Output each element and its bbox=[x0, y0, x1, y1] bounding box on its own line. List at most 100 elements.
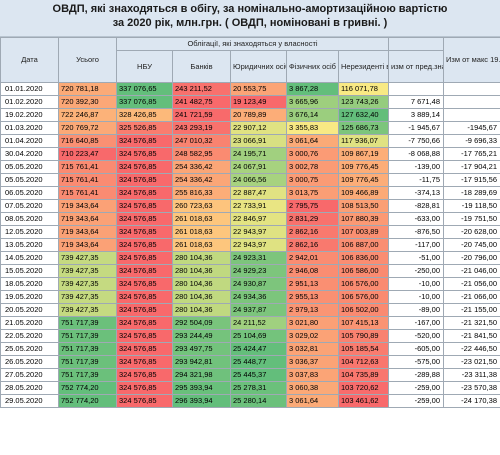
cell-legal: 24 929,23 bbox=[230, 263, 287, 278]
table-row: 01.01.2020 720 781,18 337 076,65 243 211,52… bbox=[0, 81, 500, 96]
cell-individuals: 3 032,81 bbox=[286, 341, 339, 356]
cell-legal: 20 789,89 bbox=[230, 107, 287, 122]
cell-individuals: 3 002,78 bbox=[286, 159, 339, 174]
cell-from-prev: -828,81 bbox=[388, 198, 445, 213]
cell-date: 19.05.2020 bbox=[0, 289, 59, 304]
cell-individuals: 3 021,80 bbox=[286, 315, 339, 330]
cell-nbu: 324 576,85 bbox=[116, 224, 173, 239]
cell-from-max: -21 321,50 bbox=[443, 315, 500, 330]
table-row: 28.05.2020 752 774,20 324 576,85 295 393,94… bbox=[0, 380, 500, 395]
cell-from-prev: -89,00 bbox=[388, 302, 445, 317]
cell-total: 720 781,18 bbox=[58, 81, 117, 96]
table-row: 25.05.2020 751 717,39 324 576,85 293 497,75… bbox=[0, 341, 500, 356]
cell-from-max bbox=[443, 94, 500, 109]
cell-banks: 260 723,63 bbox=[172, 198, 231, 213]
cell-individuals: 2 951,13 bbox=[286, 276, 339, 291]
cell-banks: 247 010,32 bbox=[172, 133, 231, 148]
cell-total: 739 427,35 bbox=[58, 302, 117, 317]
cell-total: 715 761,41 bbox=[58, 172, 117, 187]
col-header-from-prev: изм от пред.знач bbox=[388, 49, 445, 83]
cell-nbu: 324 576,85 bbox=[116, 315, 173, 330]
cell-nonresidents: 106 576,00 bbox=[337, 276, 390, 291]
cell-banks: 292 504,09 bbox=[172, 315, 231, 330]
cell-date: 05.05.2020 bbox=[0, 172, 59, 187]
cell-from-prev: -139,00 bbox=[388, 159, 445, 174]
cell-date: 08.05.2020 bbox=[0, 211, 59, 226]
cell-from-prev: -876,50 bbox=[388, 224, 445, 239]
cell-banks: 243 211,52 bbox=[172, 81, 231, 96]
cell-nbu: 324 576,85 bbox=[116, 172, 173, 187]
cell-individuals: 3 061,64 bbox=[286, 133, 339, 148]
cell-total: 752 774,20 bbox=[58, 393, 117, 408]
table-row: 22.05.2020 751 717,39 324 576,85 293 244,49… bbox=[0, 328, 500, 343]
cell-individuals: 2 955,13 bbox=[286, 289, 339, 304]
cell-from-prev: 3 889,14 bbox=[388, 107, 445, 122]
cell-from-prev: -11,75 bbox=[388, 172, 445, 187]
cell-date: 30.04.2020 bbox=[0, 146, 59, 161]
cell-nbu: 324 576,85 bbox=[116, 354, 173, 369]
cell-from-prev: -167,00 bbox=[388, 315, 445, 330]
cell-legal: 25 448,77 bbox=[230, 354, 287, 369]
cell-nbu: 324 576,85 bbox=[116, 185, 173, 200]
cell-nbu: 324 576,85 bbox=[116, 133, 173, 148]
cell-nonresidents: 104 712,63 bbox=[337, 354, 390, 369]
cell-banks: 241 482,75 bbox=[172, 94, 231, 109]
cell-from-prev: -51,00 bbox=[388, 250, 445, 265]
cell-banks: 280 104,36 bbox=[172, 302, 231, 317]
cell-from-prev: -7 750,66 bbox=[388, 133, 445, 148]
cell-nbu: 324 576,85 bbox=[116, 198, 173, 213]
cell-nonresidents: 107 880,39 bbox=[337, 211, 390, 226]
cell-nbu: 337 076,65 bbox=[116, 81, 173, 96]
cell-legal: 24 923,31 bbox=[230, 250, 287, 265]
table-row: 20.05.2020 739 427,35 324 576,85 280 104,36… bbox=[0, 302, 500, 317]
cell-from-prev: -520,00 bbox=[388, 328, 445, 343]
cell-individuals: 2 862,16 bbox=[286, 224, 339, 239]
cell-from-max: -1945,67 bbox=[443, 120, 500, 135]
cell-total: 751 717,39 bbox=[58, 328, 117, 343]
cell-from-prev: -605,00 bbox=[388, 341, 445, 356]
cell-from-max bbox=[443, 107, 500, 122]
cell-date: 29.05.2020 bbox=[0, 393, 59, 408]
cell-banks: 280 104,36 bbox=[172, 263, 231, 278]
cell-legal: 22 943,97 bbox=[230, 237, 287, 252]
cell-date: 01.01.2020 bbox=[0, 81, 59, 96]
cell-total: 720 769,72 bbox=[58, 120, 117, 135]
table-row: 05.05.2020 715 761,41 324 576,85 254 336,42… bbox=[0, 172, 500, 187]
cell-date: 13.05.2020 bbox=[0, 237, 59, 252]
cell-individuals: 3 036,37 bbox=[286, 354, 339, 369]
col-header-individuals: Фізичних осіб bbox=[286, 49, 339, 83]
cell-date: 21.05.2020 bbox=[0, 315, 59, 330]
table-row: 29.05.2020 752 774,20 324 576,85 296 393,94… bbox=[0, 393, 500, 408]
cell-date: 15.05.2020 bbox=[0, 263, 59, 278]
cell-nbu: 324 576,85 bbox=[116, 237, 173, 252]
cell-from-prev: -259,00 bbox=[388, 393, 445, 408]
cell-banks: 261 018,63 bbox=[172, 211, 231, 226]
table-row: 05.05.2020 715 761,41 324 576,85 254 336,42… bbox=[0, 159, 500, 174]
cell-from-prev bbox=[388, 81, 445, 96]
cell-banks: 243 293,19 bbox=[172, 120, 231, 135]
cell-total: 752 774,20 bbox=[58, 380, 117, 395]
cell-legal: 22 733,91 bbox=[230, 198, 287, 213]
cell-nonresidents: 105 185,54 bbox=[337, 341, 390, 356]
cell-nbu: 324 576,85 bbox=[116, 328, 173, 343]
cell-from-max: -24 170,38 bbox=[443, 393, 500, 408]
cell-nbu: 324 576,85 bbox=[116, 380, 173, 395]
cell-nonresidents: 104 735,89 bbox=[337, 367, 390, 382]
cell-nbu: 328 426,85 bbox=[116, 107, 173, 122]
table-row: 14.05.2020 739 427,35 324 576,85 280 104,36… bbox=[0, 250, 500, 265]
cell-banks: 293 244,49 bbox=[172, 328, 231, 343]
cell-from-max: -21 841,50 bbox=[443, 328, 500, 343]
cell-from-max: -21 155,00 bbox=[443, 302, 500, 317]
cell-individuals: 3 000,76 bbox=[286, 146, 339, 161]
cell-banks: 241 721,59 bbox=[172, 107, 231, 122]
cell-banks: 254 336,42 bbox=[172, 172, 231, 187]
cell-legal: 24 930,87 bbox=[230, 276, 287, 291]
cell-banks: 280 104,36 bbox=[172, 250, 231, 265]
col-header-banks: Банків bbox=[172, 49, 231, 83]
cell-from-max: -21 056,00 bbox=[443, 276, 500, 291]
cell-from-max: -20 796,00 bbox=[443, 250, 500, 265]
cell-nbu: 324 576,85 bbox=[116, 263, 173, 278]
cell-banks: 293 942,81 bbox=[172, 354, 231, 369]
col-header-nonresidents: Нерезиденті в bbox=[337, 49, 390, 83]
